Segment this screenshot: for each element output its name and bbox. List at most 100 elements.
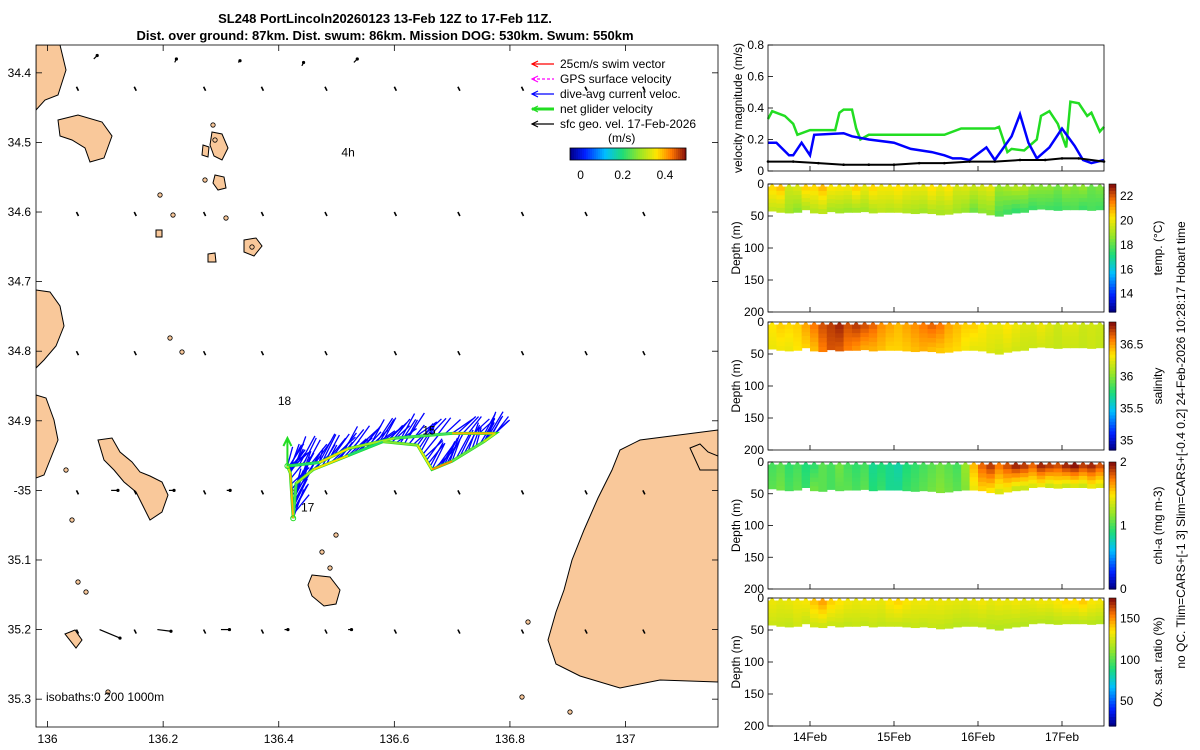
section-cell <box>969 613 979 619</box>
sfc-vector-grid <box>133 350 137 356</box>
sfc-vector-grid <box>457 490 461 495</box>
section-cell <box>768 190 777 196</box>
colorbar-swatch <box>680 148 683 160</box>
colorbar-swatch <box>582 148 585 160</box>
section-cell <box>768 476 777 482</box>
section-cell <box>894 190 903 196</box>
section-cell <box>877 333 887 338</box>
section-cell <box>1020 464 1029 470</box>
section-cell <box>994 191 1004 197</box>
section-cell <box>944 473 954 479</box>
section-cell <box>826 186 836 192</box>
section-cell <box>927 618 937 624</box>
section-cell <box>986 200 996 206</box>
section-cell <box>952 208 962 214</box>
section-cell <box>1078 468 1088 473</box>
section-colorbar-swatch <box>1109 636 1116 641</box>
section-cell <box>1028 339 1038 345</box>
sfc-vector-grid <box>202 86 207 92</box>
section-cell <box>860 472 870 478</box>
section-surface-dot <box>770 462 775 467</box>
section-surface-dot <box>795 598 800 603</box>
section-colorbar-swatch <box>1109 308 1116 313</box>
section-cell <box>1095 475 1105 481</box>
section-surface-dot <box>837 462 842 467</box>
section-cell <box>843 207 853 213</box>
section-colorbar-swatch <box>1109 642 1116 647</box>
section-cell <box>843 600 853 606</box>
section-cell <box>1087 608 1097 613</box>
section-cell <box>1020 333 1029 338</box>
section-colorbar-swatch <box>1109 206 1116 211</box>
section-cell <box>1070 336 1080 341</box>
islet-2 <box>202 177 208 183</box>
section-cell <box>1087 472 1097 477</box>
section-cell <box>793 190 803 196</box>
section-surface-dot <box>870 462 876 467</box>
section-cell <box>910 195 920 201</box>
section-cell <box>1020 345 1029 351</box>
sfc-vector-head <box>116 488 120 492</box>
section-cell <box>1045 468 1055 473</box>
section-cell <box>936 619 945 625</box>
section-cell <box>986 195 996 202</box>
sfc-vector-grid <box>133 211 137 217</box>
colorbar-swatch <box>636 148 639 160</box>
section-cell <box>1078 186 1088 191</box>
section-cell <box>818 338 828 344</box>
section-cell <box>961 207 971 213</box>
section-surface-dot <box>896 598 901 603</box>
section-colorbar-swatch <box>1109 617 1116 621</box>
section-cell <box>1003 482 1013 488</box>
section-cell <box>902 622 912 628</box>
section-y-tick-label: 0 <box>757 455 764 469</box>
section-surface-dot <box>921 322 926 327</box>
section-surface-dot <box>980 322 985 327</box>
section-colorbar-swatch <box>1109 662 1116 666</box>
section-cell <box>927 191 937 197</box>
section-cell <box>793 464 803 470</box>
section-cell <box>961 477 971 483</box>
section-cell <box>885 613 895 619</box>
section-cell <box>1078 608 1088 613</box>
section-cell <box>936 624 945 630</box>
section-cell <box>826 190 836 196</box>
sfc-vector-grid <box>642 629 646 634</box>
section-surface-dot <box>770 598 775 603</box>
section-cell <box>1003 600 1013 606</box>
section-surface-dot <box>904 462 909 467</box>
section-cell <box>1020 485 1029 491</box>
section-surface-dot <box>971 598 976 603</box>
section-cell <box>877 190 887 196</box>
section-colorbar-tick: 35 <box>1120 433 1134 447</box>
section-cell <box>961 468 971 474</box>
section-cell <box>801 194 811 199</box>
sfc-vector-grid <box>584 350 588 356</box>
section-cell <box>852 485 861 491</box>
glider-track-segment <box>483 432 497 443</box>
section-cell <box>877 609 887 614</box>
section-cell <box>1011 190 1021 196</box>
section-cell <box>919 328 929 334</box>
section-cell <box>952 481 962 487</box>
section-cell <box>1087 206 1097 211</box>
section-cell <box>801 336 811 341</box>
section-cell <box>944 347 954 353</box>
section-y-tick-label: 100 <box>744 519 764 533</box>
section-cell <box>1070 464 1080 469</box>
legend-arrowhead-3 <box>530 105 539 113</box>
section-colorbar-swatch <box>1109 649 1116 653</box>
colorbar-swatch <box>590 148 593 160</box>
sfc-vector-grid <box>260 86 265 92</box>
section-cell <box>835 618 845 624</box>
section-cell <box>969 328 979 334</box>
section-cell <box>969 186 979 192</box>
section-cell <box>894 199 903 205</box>
section-cell <box>936 191 945 197</box>
colorbar-swatch <box>606 148 609 160</box>
section-surface-dot <box>996 322 1002 327</box>
sfc-vector-grid <box>133 86 137 92</box>
section-cell <box>902 464 912 470</box>
